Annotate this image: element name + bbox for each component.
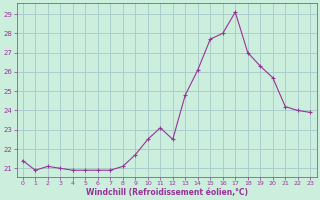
X-axis label: Windchill (Refroidissement éolien,°C): Windchill (Refroidissement éolien,°C)	[85, 188, 248, 197]
